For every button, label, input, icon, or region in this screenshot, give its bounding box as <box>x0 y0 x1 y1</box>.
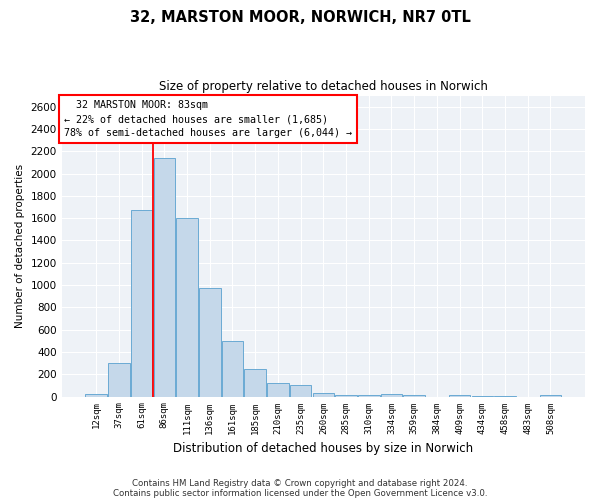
Bar <box>154 158 175 396</box>
Text: 32 MARSTON MOOR: 83sqm
← 22% of detached houses are smaller (1,685)
78% of semi-: 32 MARSTON MOOR: 83sqm ← 22% of detached… <box>64 100 352 138</box>
Y-axis label: Number of detached properties: Number of detached properties <box>15 164 25 328</box>
Bar <box>335 395 357 396</box>
Text: 32, MARSTON MOOR, NORWICH, NR7 0TL: 32, MARSTON MOOR, NORWICH, NR7 0TL <box>130 10 470 25</box>
Bar <box>290 386 311 396</box>
Bar <box>380 394 402 396</box>
Bar <box>199 288 221 397</box>
Bar <box>176 218 198 396</box>
Text: Contains public sector information licensed under the Open Government Licence v3: Contains public sector information licen… <box>113 488 487 498</box>
Bar <box>108 363 130 396</box>
Text: Contains HM Land Registry data © Crown copyright and database right 2024.: Contains HM Land Registry data © Crown c… <box>132 478 468 488</box>
Bar <box>313 392 334 396</box>
Bar <box>244 369 266 396</box>
Title: Size of property relative to detached houses in Norwich: Size of property relative to detached ho… <box>159 80 488 93</box>
X-axis label: Distribution of detached houses by size in Norwich: Distribution of detached houses by size … <box>173 442 473 455</box>
Bar <box>85 394 107 396</box>
Bar <box>449 395 470 396</box>
Bar <box>131 210 152 396</box>
Bar <box>267 383 289 396</box>
Bar <box>222 341 243 396</box>
